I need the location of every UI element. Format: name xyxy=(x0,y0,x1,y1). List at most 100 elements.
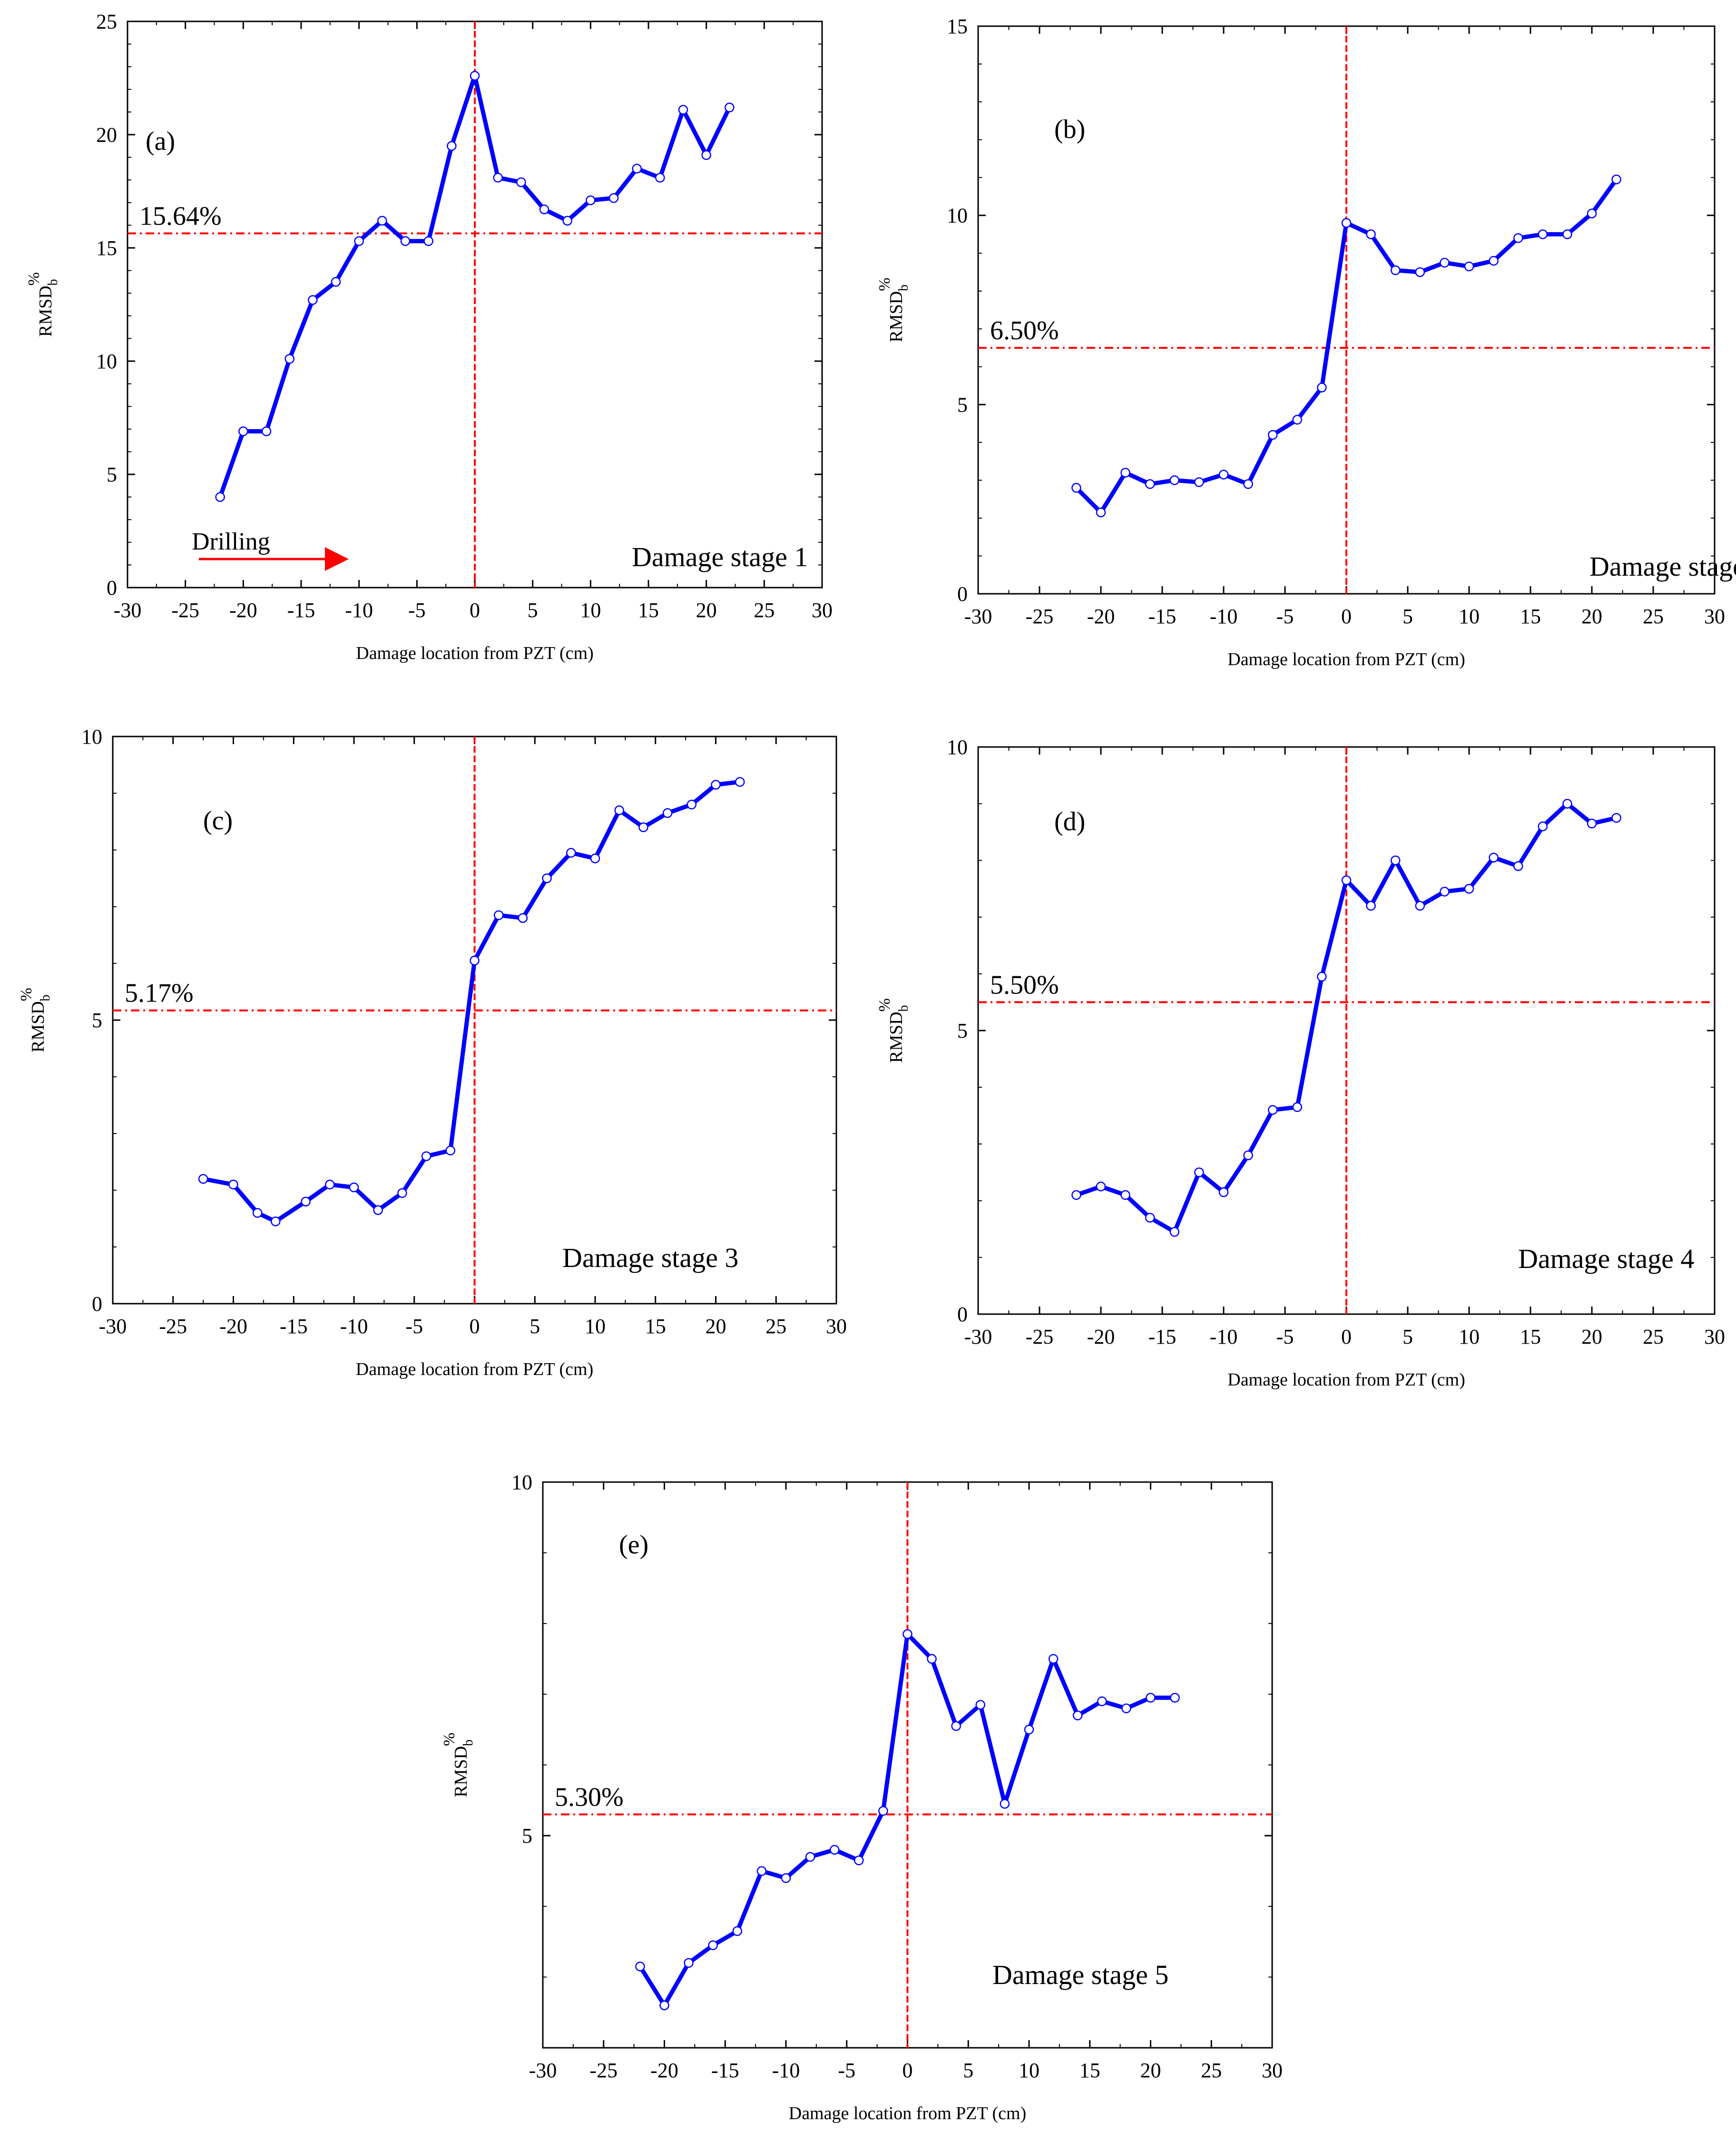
data-point xyxy=(1243,1150,1253,1160)
y-axis-label: RMSDb% xyxy=(876,277,911,342)
data-point xyxy=(1218,1187,1229,1197)
data-point xyxy=(1415,267,1425,277)
x-tick-label: 20 xyxy=(706,1315,726,1338)
data-point xyxy=(470,955,480,966)
x-tick-label: 15 xyxy=(1520,1325,1541,1348)
data-point xyxy=(215,492,225,502)
x-tick-label: -25 xyxy=(171,599,199,622)
y-tick-label: 5 xyxy=(522,1824,532,1847)
x-tick-label: 25 xyxy=(1643,1325,1664,1348)
data-point xyxy=(732,1926,743,1936)
y-tick-label: 10 xyxy=(947,204,968,227)
y-tick-label: 15 xyxy=(96,236,117,260)
data-point xyxy=(1218,470,1229,480)
y-tick-label: 0 xyxy=(957,1303,968,1326)
x-tick-label: 25 xyxy=(1643,605,1664,628)
data-point xyxy=(614,805,624,815)
x-tick-label: 0 xyxy=(470,1315,480,1338)
data-point xyxy=(781,1873,791,1883)
data-point xyxy=(1317,972,1327,982)
x-tick-label: -25 xyxy=(159,1315,187,1338)
data-point xyxy=(1440,257,1450,268)
x-tick-label: 5 xyxy=(1403,605,1413,628)
x-tick-label: 30 xyxy=(1704,605,1725,628)
data-point xyxy=(238,426,248,436)
data-point xyxy=(1390,855,1401,865)
data-point xyxy=(1611,174,1621,185)
data-point xyxy=(1440,886,1450,897)
x-tick-label: -5 xyxy=(1276,605,1294,628)
data-point xyxy=(1071,483,1081,493)
data-point xyxy=(1611,813,1621,823)
data-point xyxy=(470,70,480,81)
data-point xyxy=(397,1188,407,1198)
x-axis-label: Damage location from PZT (cm) xyxy=(356,643,593,663)
data-point xyxy=(1072,1710,1083,1720)
x-tick-label: 20 xyxy=(1581,1325,1602,1348)
data-point xyxy=(421,1151,432,1161)
data-point xyxy=(1292,414,1303,425)
data-point xyxy=(400,236,411,246)
x-tick-label: 15 xyxy=(1520,605,1541,628)
x-axis-label: Damage location from PZT (cm) xyxy=(1227,649,1465,669)
data-point xyxy=(1587,818,1597,829)
y-tick-label: 5 xyxy=(107,463,117,486)
x-tick-label: 10 xyxy=(585,1315,606,1338)
data-point xyxy=(331,277,341,287)
data-point xyxy=(1146,1693,1156,1703)
y-tick-label: 10 xyxy=(96,350,117,373)
stage-label: Damage stage 4 xyxy=(1518,1243,1694,1274)
data-point xyxy=(1071,1190,1081,1200)
x-tick-label: -10 xyxy=(1210,605,1238,628)
data-point xyxy=(1096,1181,1106,1192)
data-point xyxy=(1513,233,1523,243)
x-tick-label: -25 xyxy=(1026,1325,1054,1348)
data-point xyxy=(1194,477,1204,487)
data-point xyxy=(902,1629,912,1639)
x-tick-label: -15 xyxy=(711,2059,739,2082)
data-point xyxy=(1024,1724,1034,1735)
rmsd-series-line xyxy=(203,779,740,1224)
panel-label: (d) xyxy=(1054,807,1085,836)
data-point xyxy=(228,1179,238,1189)
x-tick-label: 20 xyxy=(1581,605,1602,628)
data-point xyxy=(308,295,318,305)
x-tick-label: 10 xyxy=(1459,1325,1480,1348)
data-point xyxy=(1538,229,1548,239)
y-tick-label: 5 xyxy=(92,1009,102,1032)
y-axis-label: RMSDb% xyxy=(876,998,911,1063)
threshold-label: 5.50% xyxy=(990,970,1059,1000)
data-point xyxy=(1097,1696,1107,1706)
chart-panel-e: -30 -25 -20 -15 -10 -5 0 5 10 15 20 25 30 5 10 Damage l… xyxy=(441,1471,1283,2123)
data-point xyxy=(1000,1798,1010,1809)
y-tick-label: 25 xyxy=(96,10,117,33)
data-point xyxy=(373,1205,383,1215)
data-point xyxy=(377,216,387,226)
data-point xyxy=(1317,383,1327,393)
data-point xyxy=(566,848,576,858)
data-point xyxy=(301,1197,311,1207)
x-tick-label: 10 xyxy=(1459,605,1480,628)
data-point xyxy=(1267,430,1278,440)
x-tick-label: 0 xyxy=(1341,605,1352,628)
x-tick-label: 25 xyxy=(1201,2059,1222,2082)
x-tick-label: -15 xyxy=(287,599,315,622)
data-point xyxy=(951,1721,961,1731)
x-tick-label: 25 xyxy=(765,1315,786,1338)
x-tick-label: 30 xyxy=(826,1315,847,1338)
data-point xyxy=(638,822,648,832)
data-point xyxy=(687,799,697,810)
x-tick-label: 5 xyxy=(528,599,538,622)
data-point xyxy=(1292,1102,1303,1112)
x-tick-label: -5 xyxy=(405,1315,423,1338)
data-point xyxy=(655,173,665,183)
data-point xyxy=(1489,853,1499,863)
x-tick-label: -30 xyxy=(964,605,992,628)
data-point xyxy=(659,2000,669,2011)
x-tick-label: -30 xyxy=(114,599,142,622)
data-point xyxy=(252,1208,263,1218)
x-tick-label: -20 xyxy=(650,2059,678,2082)
panel-label: (b) xyxy=(1054,115,1085,144)
data-point xyxy=(1121,1703,1131,1713)
data-point xyxy=(1513,861,1523,871)
